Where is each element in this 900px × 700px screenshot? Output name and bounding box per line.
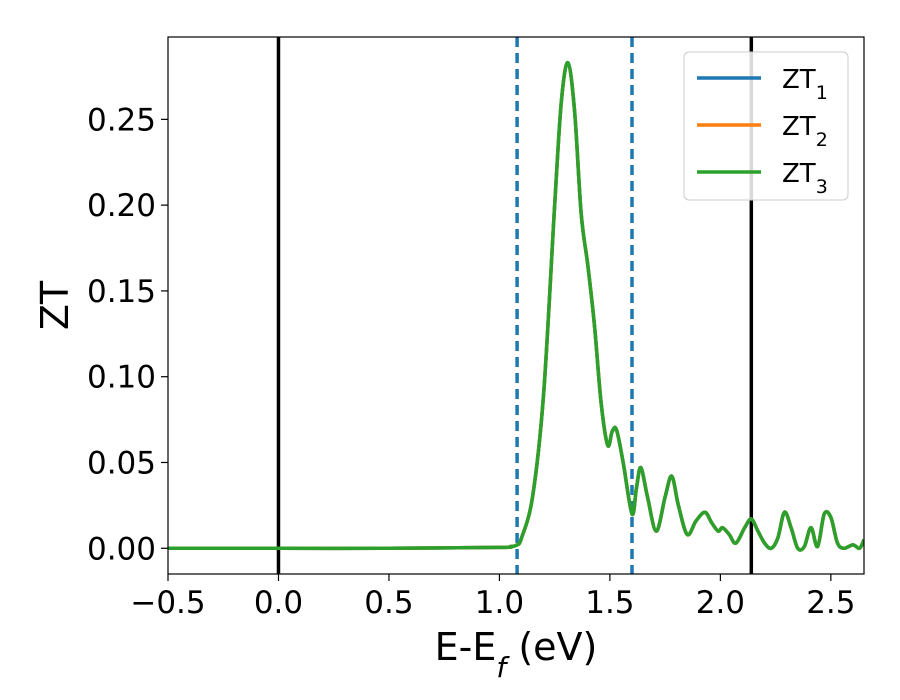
legend-label-zt1: ZT1: [782, 65, 828, 104]
x-tick-label: 2.0: [696, 585, 745, 621]
series-line-zt3: [168, 60, 864, 552]
y-tick-label: 0.05: [87, 445, 156, 481]
x-tick-label: 2.5: [806, 585, 855, 621]
x-tick-label: 0.0: [254, 585, 303, 621]
x-tick-label: −0.5: [130, 585, 205, 621]
plot-area: [168, 37, 864, 574]
y-axis: 0.00 0.05 0.10 0.15 0.20 0.25: [87, 102, 168, 567]
legend-label-zt2: ZT2: [782, 112, 828, 151]
x-tick-label: 0.5: [364, 585, 413, 621]
x-tick-label: 1.0: [475, 585, 524, 621]
legend-box: [683, 51, 849, 201]
y-tick-label: 0.10: [87, 360, 156, 396]
legend-label-zt3: ZT3: [782, 159, 828, 198]
x-axis-title: E-Ef (eV): [435, 625, 598, 684]
series-lines: [168, 60, 864, 552]
y-tick-label: 0.00: [87, 531, 156, 567]
y-tick-label: 0.15: [87, 274, 156, 310]
x-axis: −0.5 0.0 0.5 1.0 1.5 2.0 2.5: [130, 574, 856, 621]
y-tick-label: 0.20: [87, 188, 156, 224]
y-axis-title: ZT: [33, 280, 77, 330]
axes-frame: [167, 36, 865, 575]
y-tick-label: 0.25: [87, 102, 156, 138]
x-tick-label: 1.5: [585, 585, 634, 621]
legend: ZT1 ZT2 ZT3: [683, 51, 849, 201]
